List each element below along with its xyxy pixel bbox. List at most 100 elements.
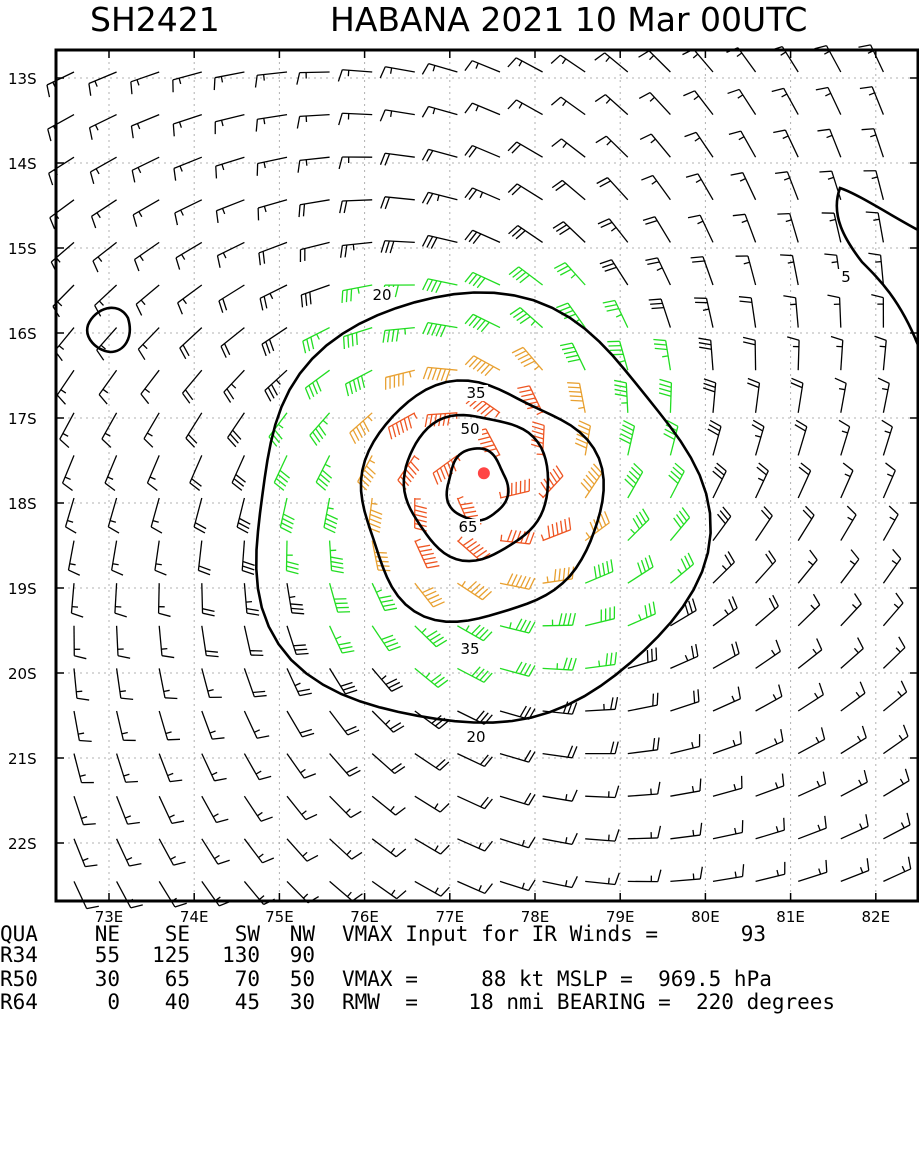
wind-barb xyxy=(839,420,850,455)
wind-barb xyxy=(628,509,649,541)
header-nw: NW xyxy=(265,924,315,945)
wind-barb xyxy=(554,263,585,285)
wind-barb xyxy=(372,711,404,732)
wind-barb xyxy=(244,626,263,656)
wind-barb xyxy=(159,711,180,740)
wind-radii-table: QUA NE SE SW NW VMAX Input for IR Winds … xyxy=(0,924,919,1014)
wind-barb xyxy=(346,370,373,396)
wind-barb xyxy=(729,131,756,157)
wind-barb xyxy=(787,337,799,370)
wind-barb xyxy=(510,308,543,328)
wind-barb xyxy=(176,242,202,269)
wind-barb xyxy=(743,337,756,370)
wind-barb xyxy=(224,370,245,402)
wind-barb xyxy=(159,626,174,658)
wind-barb xyxy=(713,642,739,669)
wind-barb xyxy=(380,110,414,121)
lat-tick-label: 19S xyxy=(8,580,37,598)
wind-barb xyxy=(640,134,670,157)
wind-barb xyxy=(341,242,373,257)
wind-barb xyxy=(756,640,781,669)
wind-barb xyxy=(132,157,159,182)
wind-barb xyxy=(330,754,361,777)
wind-barb xyxy=(864,171,884,200)
wind-barb xyxy=(552,139,585,157)
wind-barb xyxy=(117,711,136,740)
wind-barb xyxy=(713,820,743,839)
wind-barb xyxy=(74,881,99,908)
wind-barb xyxy=(543,613,576,626)
wind-barb xyxy=(159,668,177,698)
wind-barb xyxy=(465,356,500,376)
wind-barb xyxy=(841,858,869,881)
wind-barb xyxy=(598,219,628,243)
wind-barb xyxy=(866,212,884,242)
wind-barb xyxy=(221,328,244,358)
wind-barb xyxy=(670,867,702,882)
wind-barb xyxy=(93,242,117,272)
wind-barb xyxy=(841,550,859,584)
wind-barb xyxy=(330,839,362,859)
wind-barb xyxy=(628,870,661,882)
wind-barb xyxy=(841,770,867,796)
r50-sw: 70 xyxy=(205,969,260,990)
wind-barb xyxy=(551,97,585,114)
wind-barb xyxy=(625,463,643,498)
wind-barb xyxy=(708,420,721,455)
wind-barb xyxy=(670,779,700,797)
storm-center-marker xyxy=(478,467,490,479)
wind-barb xyxy=(244,839,273,863)
wind-barb xyxy=(500,880,535,891)
r34-se: 125 xyxy=(140,945,190,966)
wind-barb xyxy=(773,130,798,157)
wind-barb xyxy=(509,267,543,285)
wind-barb xyxy=(457,581,491,600)
wind-barb xyxy=(202,796,228,822)
wind-barb xyxy=(883,593,903,626)
wind-barb xyxy=(174,157,202,180)
wind-barb xyxy=(585,873,619,885)
contour-label: 5 xyxy=(841,268,851,286)
wind-barb xyxy=(202,711,225,739)
wind-barb xyxy=(543,790,578,801)
wind-barb xyxy=(180,328,202,359)
wind-barb xyxy=(198,541,210,575)
wind-barb xyxy=(669,463,684,498)
wind-barb xyxy=(798,550,817,583)
wind-barb xyxy=(512,347,543,370)
wind-barb xyxy=(216,157,245,178)
wind-barb xyxy=(415,539,440,568)
wind-barb xyxy=(585,559,613,583)
wind-barb xyxy=(48,115,74,141)
wind-barb xyxy=(175,200,202,225)
wind-barb xyxy=(215,115,244,135)
wind-barb xyxy=(117,668,134,699)
wind-barb xyxy=(287,796,317,819)
wind-barb xyxy=(57,370,74,404)
wind-barb xyxy=(256,72,287,88)
wind-barb xyxy=(500,574,535,590)
wind-barb xyxy=(159,796,184,823)
wind-barb xyxy=(217,242,244,267)
wind-barb xyxy=(747,379,759,413)
wind-barb xyxy=(415,796,449,812)
contour-label: 65 xyxy=(458,518,477,536)
lat-tick-label: 14S xyxy=(8,155,37,173)
lat-tick-label: 13S xyxy=(8,70,37,88)
lat-tick-label: 20S xyxy=(8,665,37,683)
wind-barb xyxy=(303,328,330,354)
wind-barb xyxy=(639,51,671,72)
wind-barb xyxy=(415,668,448,687)
wind-barb xyxy=(883,813,910,839)
wind-barb xyxy=(883,769,909,796)
contour-label: 35 xyxy=(466,384,485,402)
wind-barb xyxy=(509,226,543,243)
wind-barb xyxy=(457,754,492,767)
r64-ne: 0 xyxy=(78,992,120,1013)
wind-barb xyxy=(639,93,670,115)
wind-barb xyxy=(202,754,227,781)
center-dot xyxy=(478,467,490,479)
contour-east-5 xyxy=(837,188,918,345)
